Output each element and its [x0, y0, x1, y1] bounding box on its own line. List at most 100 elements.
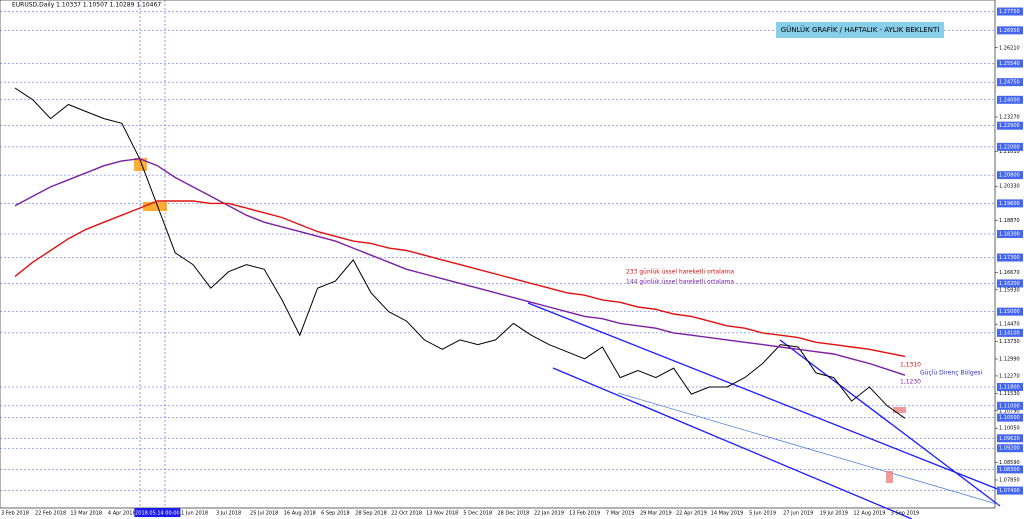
- x-tick-label: 6 Sep 2018: [321, 511, 350, 517]
- level-label: 1.22900: [999, 123, 1020, 129]
- x-tick-label: 22 Jan 2019: [534, 511, 564, 517]
- level-label: 1.07400: [999, 488, 1020, 494]
- annotation: 1,1310: [900, 362, 921, 369]
- level-label-bg: [997, 328, 1023, 337]
- level-label-bg: [997, 307, 1023, 316]
- highlight-box: [134, 158, 147, 171]
- level-label: 1.19600: [999, 201, 1020, 207]
- x-tick-label: 2018.05.14 00:00: [135, 511, 180, 517]
- x-tick-label: 28 Sep 2018: [355, 511, 387, 517]
- level-label: 1.14100: [999, 330, 1020, 336]
- level-label: 1.11000: [999, 403, 1020, 409]
- x-tick-label: 28 Dec 2018: [497, 511, 529, 517]
- channel-line: [779, 339, 1001, 507]
- x-tick-label: 25 Jul 2018: [250, 511, 278, 517]
- cursor-label-bg: [134, 508, 181, 517]
- y-tick-label: 1.07850: [999, 477, 1020, 483]
- y-tick-label: 1.16670: [999, 270, 1020, 276]
- level-label-bg: [997, 121, 1023, 130]
- x-tick-label: 11 Jun 2018: [178, 511, 208, 517]
- series-line: [14, 200, 906, 358]
- x-tick-label: 22 Feb 2018: [35, 511, 66, 517]
- y-tick-label: 1.23270: [999, 114, 1020, 120]
- x-tick-label: 16 Aug 2018: [284, 511, 316, 517]
- channel-line: [527, 302, 1001, 491]
- level-label: 1.24750: [999, 80, 1020, 86]
- highlight-box: [886, 471, 893, 483]
- chart-title: GÜNLÜK GRAFİK / HAFTALIK - AYLIK BEKLENT…: [781, 25, 940, 34]
- level-label: 1.10500: [999, 415, 1020, 421]
- x-tick-label: 3 Jul 2018: [216, 511, 241, 517]
- level-label: 1.08300: [999, 467, 1020, 473]
- level-label-bg: [997, 444, 1023, 453]
- level-label: 1.11800: [999, 385, 1020, 391]
- level-label-bg: [997, 486, 1023, 495]
- level-label: 1.24000: [999, 97, 1020, 103]
- y-tick-label: 1.10790: [999, 408, 1020, 414]
- series-line: [14, 87, 906, 419]
- annotation: 1,1230: [900, 379, 921, 386]
- level-label-bg: [997, 229, 1023, 238]
- level-label-bg: [997, 253, 1023, 262]
- level-label-bg: [997, 434, 1023, 443]
- level-label-bg: [997, 383, 1023, 392]
- level-label-bg: [997, 413, 1023, 422]
- y-tick-label: 1.14470: [999, 322, 1020, 328]
- x-tick-label: 22 Oct 2018: [391, 511, 422, 517]
- level-label: 1.22000: [999, 144, 1020, 150]
- x-tick-label: 4 Apr 2018: [108, 511, 136, 517]
- level-label-bg: [997, 142, 1023, 151]
- y-tick-label: 1.15930: [999, 287, 1020, 293]
- chart-header: EURUSD,Daily 1.10337 1.10507 1.10289 1.1…: [12, 2, 161, 9]
- level-label-bg: [997, 78, 1023, 87]
- level-label-bg: [997, 401, 1023, 410]
- x-tick-label: 5 Dec 2018: [463, 511, 492, 517]
- level-label: 1.20800: [999, 173, 1020, 179]
- x-tick-label: 14 May 2019: [711, 511, 744, 517]
- trend-line: [617, 392, 1001, 506]
- x-tick-label: 13 Mar 2018: [70, 511, 102, 517]
- level-label-bg: [997, 59, 1023, 68]
- highlight-box: [893, 407, 906, 413]
- y-tick-label: 1.18870: [999, 218, 1020, 224]
- x-tick-label: 27 Jun 2019: [783, 511, 813, 517]
- level-label: 1.15000: [999, 309, 1020, 315]
- y-tick-label: 1.13730: [999, 339, 1020, 345]
- series-line: [14, 157, 906, 376]
- level-label: 1.27750: [999, 9, 1020, 15]
- plot-frame: [0, 0, 996, 509]
- level-label-bg: [997, 465, 1023, 474]
- channel-line: [552, 367, 913, 519]
- y-tick-label: 1.10050: [999, 426, 1020, 432]
- highlight-box: [143, 202, 167, 211]
- x-tick-label: 3 Sep 2019: [891, 511, 920, 517]
- y-tick-label: 1.08590: [999, 460, 1020, 466]
- annotation: 144 günlük üssel hareketli ortalama: [626, 279, 734, 286]
- annotation: Güçlü Direnç Bölgesi: [920, 370, 983, 377]
- y-tick-label: 1.12990: [999, 356, 1020, 362]
- x-tick-label: 5 Jun 2019: [749, 511, 776, 517]
- level-label: 1.26950: [999, 28, 1020, 34]
- x-tick-label: 29 Mar 2019: [640, 511, 672, 517]
- level-label-bg: [997, 95, 1023, 104]
- level-label-bg: [997, 279, 1023, 288]
- level-label: 1.09620: [999, 436, 1020, 442]
- x-tick-label: 22 Apr 2019: [676, 511, 707, 517]
- level-label: 1.18300: [999, 231, 1020, 237]
- x-tick-label: 3 Feb 2018: [1, 511, 29, 517]
- level-label-bg: [997, 199, 1023, 208]
- y-tick-label: 1.12270: [999, 373, 1020, 379]
- y-tick-label: 1.11530: [999, 391, 1020, 397]
- level-label: 1.25540: [999, 61, 1020, 67]
- level-label-bg: [997, 26, 1023, 35]
- level-label: 1.16200: [999, 281, 1020, 287]
- x-tick-label: 13 Feb 2019: [569, 511, 600, 517]
- y-tick-label: 1.20330: [999, 184, 1020, 190]
- title-box: [776, 22, 944, 38]
- level-label-bg: [997, 171, 1023, 180]
- annotation: 233 günlük üssel hareketli ortalama: [626, 269, 734, 276]
- x-tick-label: 12 Aug 2019: [853, 511, 885, 517]
- y-tick-label: 1.26210: [999, 45, 1020, 51]
